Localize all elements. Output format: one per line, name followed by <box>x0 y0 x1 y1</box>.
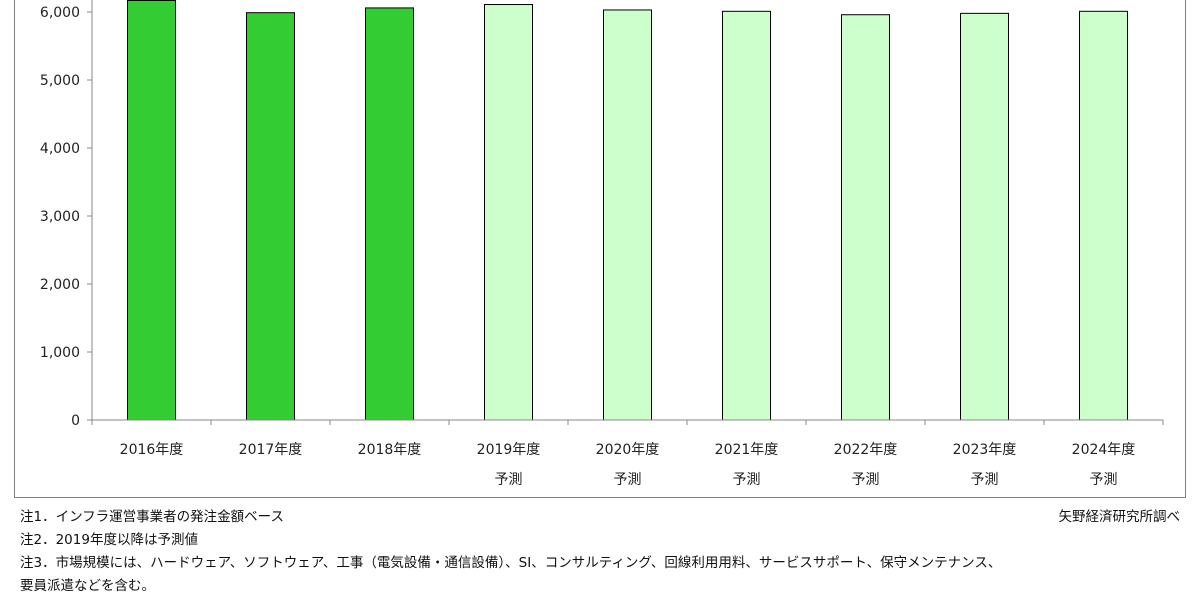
x-tick-label: 2018年度 <box>358 442 422 458</box>
y-tick-label: 5,000 <box>40 73 80 89</box>
bar <box>246 12 295 421</box>
x-tick-label: 2019年度 <box>477 442 541 458</box>
y-tick-label: 1,000 <box>40 345 80 361</box>
note-3: 注3．市場規模には、ハードウェア、ソフトウェア、工事（電気設備・通信設備）、SI… <box>20 555 1002 571</box>
x-tick-label-forecast: 予測 <box>495 472 523 488</box>
chart-notes: 注1．インフラ運営事業者の発注金額ベース 注2．2019年度以降は予測値 注3．… <box>20 506 1020 598</box>
x-tick-label: 2020年度 <box>596 442 660 458</box>
x-tick-label-forecast: 予測 <box>733 472 761 488</box>
x-tick-label: 2022年度 <box>834 442 898 458</box>
note-3-continued: 要員派遣などを含む。 <box>20 578 155 594</box>
x-tick-label-forecast: 予測 <box>852 472 880 488</box>
bar <box>365 7 414 421</box>
chart-frame: 0 1,000 2,000 3,000 4,000 5,000 6,000 2016年度 201… <box>14 0 1186 498</box>
bar <box>603 9 652 421</box>
bar <box>722 10 771 421</box>
bar <box>960 12 1009 421</box>
x-tick-label-forecast: 予測 <box>1090 472 1118 488</box>
x-tick-label: 2024年度 <box>1072 442 1136 458</box>
y-tick-label: 2,000 <box>40 277 80 293</box>
bar <box>127 0 176 421</box>
note-1: 注1．インフラ運営事業者の発注金額ベース <box>20 509 285 525</box>
y-tick-label: 3,000 <box>40 209 80 225</box>
y-tick-label: 6,000 <box>40 5 80 21</box>
x-tick-label-forecast: 予測 <box>971 472 999 488</box>
x-tick-label: 2017年度 <box>239 442 303 458</box>
y-tick-label: 0 <box>71 413 80 429</box>
x-tick-label: 2023年度 <box>953 442 1017 458</box>
bar <box>1079 10 1128 421</box>
note-2: 注2．2019年度以降は予測値 <box>20 532 198 548</box>
bar-chart: 0 1,000 2,000 3,000 4,000 5,000 6,000 2016年度 201… <box>40 0 1164 488</box>
x-tick-label: 2016年度 <box>120 442 184 458</box>
bar <box>841 14 890 421</box>
x-tick-label: 2021年度 <box>715 442 779 458</box>
source-credit: 矢野経済研究所調べ <box>1058 509 1181 525</box>
bar <box>484 4 533 421</box>
y-tick-label: 4,000 <box>40 141 80 157</box>
x-tick-label-forecast: 予測 <box>614 472 642 488</box>
